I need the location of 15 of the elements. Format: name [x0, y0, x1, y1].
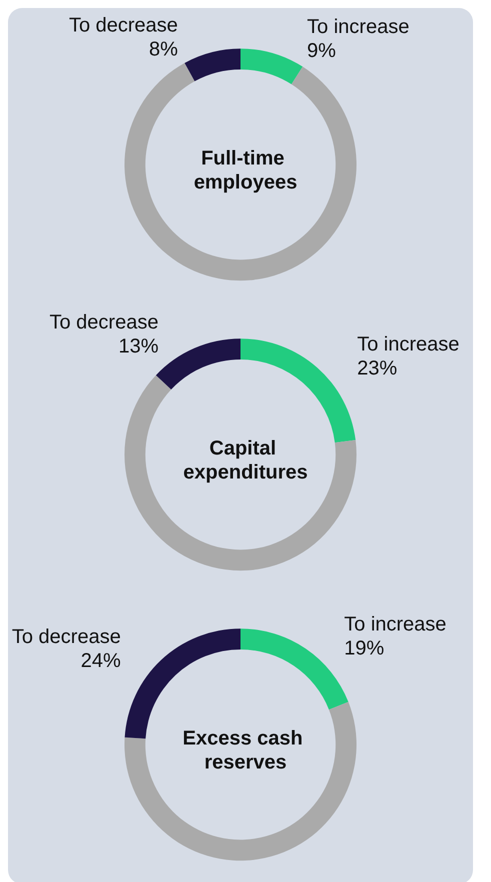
data-label: 9%	[307, 40, 336, 62]
slice-label: To increase	[307, 16, 410, 38]
slice-label: To increase	[344, 613, 446, 636]
text: Excess cash reserves	[182, 727, 308, 774]
data-label: 23%	[357, 357, 398, 380]
data-label: 19%	[344, 637, 384, 660]
slice-label: To decrease	[50, 311, 158, 334]
data-label: 24%	[80, 650, 122, 672]
data-label: 8%	[149, 38, 178, 61]
slice-label: To increase	[357, 333, 460, 356]
slice-label: To decrease	[68, 14, 178, 37]
data-label: 13%	[118, 335, 159, 358]
text: Capital expenditures	[183, 437, 308, 484]
text: Full-time employees	[194, 147, 298, 194]
slice-label: To decrease	[12, 626, 121, 648]
